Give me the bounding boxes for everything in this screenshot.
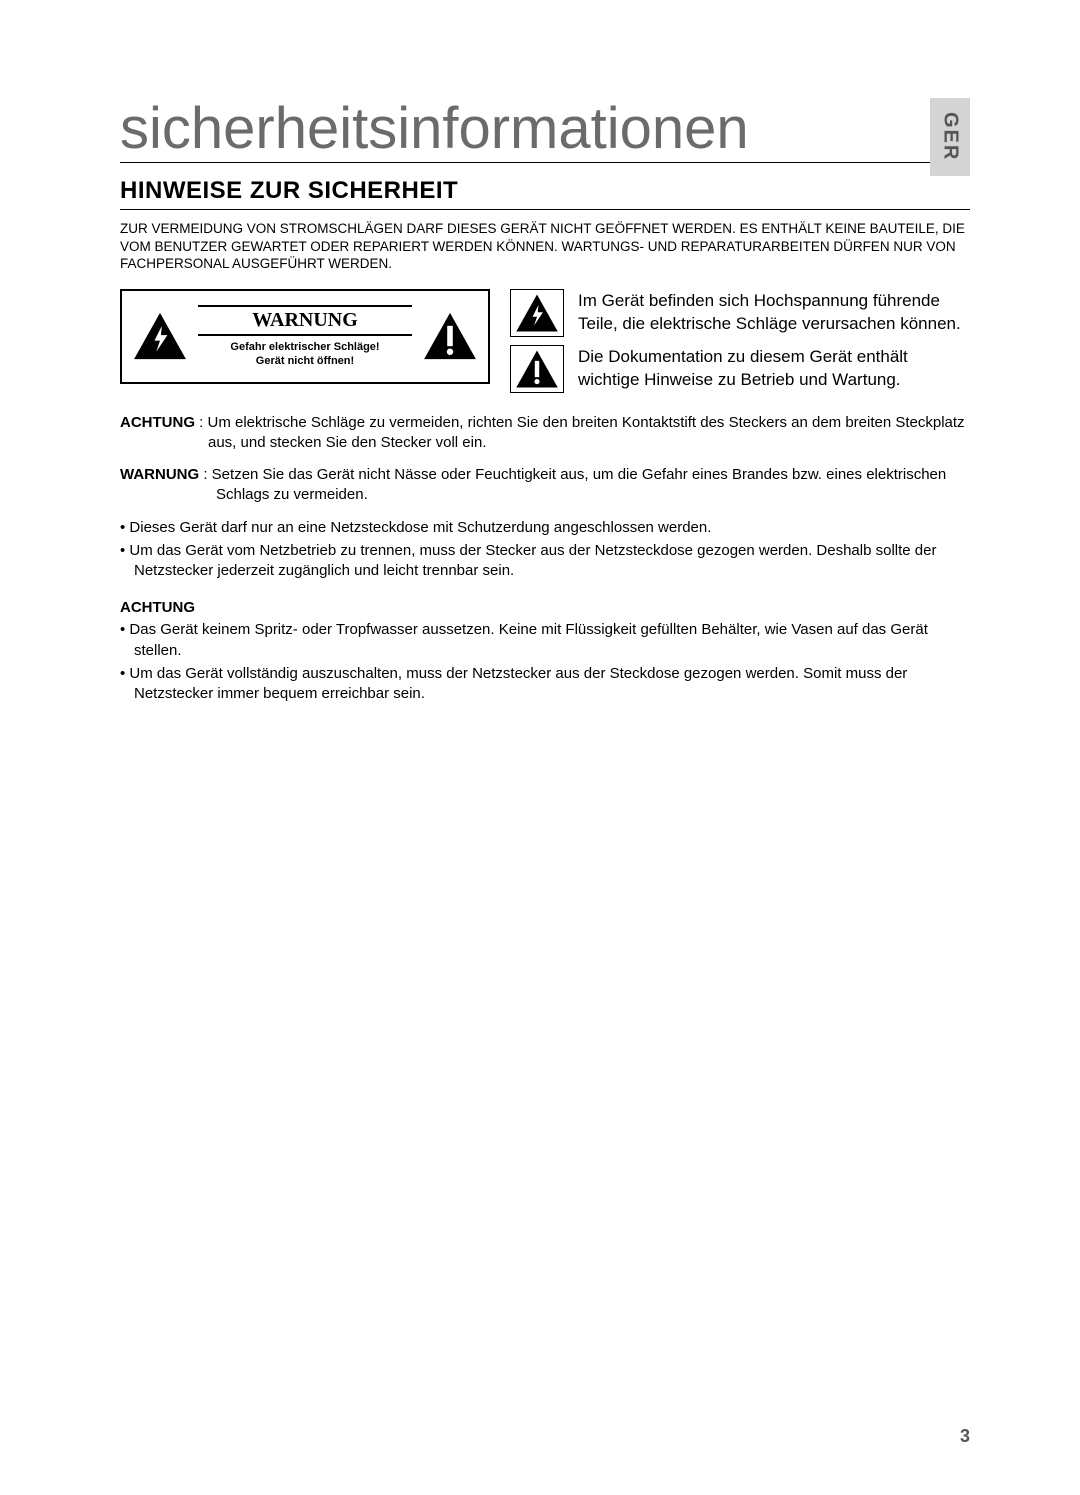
list-item: Um das Gerät vom Netzbetrieb zu trennen,…	[120, 541, 970, 582]
warnung-label: WARNUNG	[120, 466, 199, 483]
page-number: 3	[960, 1426, 970, 1447]
achtung-label: ACHTUNG	[120, 414, 195, 431]
warnung-subline2: Gerät nicht öffnen!	[198, 354, 412, 368]
warnung-subline1: Gefahr elektrischer Schläge!	[198, 340, 412, 354]
exclamation-icon-small	[510, 345, 564, 393]
list-item: Um das Gerät vollständig auszuschalten, …	[120, 664, 970, 705]
list-item: Dieses Gerät darf nur an eine Netzsteckd…	[120, 518, 970, 538]
doc-explain-row: Die Dokumentation zu diesem Gerät enthäl…	[510, 345, 970, 393]
achtung-block-head: ACHTUNG	[120, 599, 970, 616]
achtung-text: : Um elektrische Schläge zu vermeiden, r…	[195, 414, 965, 451]
right-icon-column: Im Gerät befinden sich Hochspannung führ…	[510, 289, 970, 393]
shock-explain-row: Im Gerät befinden sich Hochspannung führ…	[510, 289, 970, 337]
exclamation-icon	[422, 311, 478, 361]
shock-icon	[132, 311, 188, 361]
warning-box: WARNUNG Gefahr elektrischer Schläge! Ger…	[120, 289, 490, 385]
bullet-list-1: Dieses Gerät darf nur an eine Netzsteckd…	[120, 518, 970, 582]
list-item: Das Gerät keinem Spritz- oder Tropfwasse…	[120, 620, 970, 661]
page-title: sicherheitsinformationen	[120, 100, 970, 163]
achtung-paragraph: ACHTUNG : Um elektrische Schläge zu verm…	[120, 413, 970, 454]
shock-explain-text: Im Gerät befinden sich Hochspannung führ…	[578, 290, 970, 336]
warnung-header: WARNUNG	[198, 305, 412, 336]
page-content: GER sicherheitsinformationen HINWEISE ZU…	[0, 0, 1080, 747]
shock-icon-small	[510, 289, 564, 337]
warnung-paragraph: WARNUNG : Setzen Sie das Gerät nicht Näs…	[120, 465, 970, 506]
bullet-list-2: Das Gerät keinem Spritz- oder Tropfwasse…	[120, 620, 970, 704]
language-tab: GER	[930, 98, 970, 176]
intro-paragraph: ZUR VERMEIDUNG VON STROMSCHLÄGEN DARF DI…	[120, 220, 970, 273]
doc-explain-text: Die Dokumentation zu diesem Gerät enthäl…	[578, 346, 970, 392]
warning-center: WARNUNG Gefahr elektrischer Schläge! Ger…	[198, 305, 412, 369]
achtung-block: ACHTUNG Das Gerät keinem Spritz- oder Tr…	[120, 599, 970, 704]
section-subtitle: HINWEISE ZUR SICHERHEIT	[120, 177, 970, 210]
warning-row: WARNUNG Gefahr elektrischer Schläge! Ger…	[120, 289, 970, 393]
warnung-text: : Setzen Sie das Gerät nicht Nässe oder …	[199, 466, 946, 503]
language-code: GER	[939, 112, 962, 161]
